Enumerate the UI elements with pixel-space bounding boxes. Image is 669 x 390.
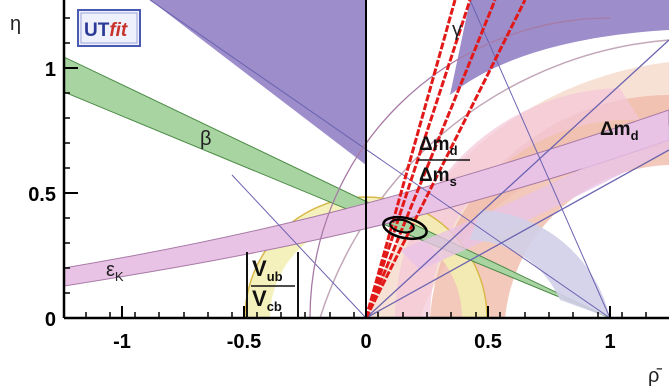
- vcb-sub: cb: [267, 299, 282, 314]
- dmd-symbol: Δm: [600, 119, 631, 140]
- y-tick-label: 0.5: [28, 184, 56, 206]
- logo-ut: UT: [84, 20, 110, 41]
- ratio-den: Δm: [419, 165, 450, 186]
- y-tick-label: 0: [45, 309, 56, 331]
- beta-label: β: [200, 128, 212, 150]
- y-axis-label: η: [10, 13, 21, 35]
- ratio-den-sub: s: [450, 174, 457, 189]
- excluded-region: [150, 0, 366, 165]
- y-tick-label: 1: [45, 59, 56, 81]
- x-minor-ticks: [85, 312, 647, 318]
- gamma-lines: [364, 0, 527, 318]
- svg-text:Vcb: Vcb: [252, 286, 282, 314]
- dmd-label: Δmd: [600, 119, 639, 143]
- logo-fit: fit: [109, 20, 128, 41]
- vcb-v: V: [252, 286, 267, 311]
- beta-band: [64, 56, 611, 318]
- svg-text:UTfit: UTfit: [84, 20, 128, 41]
- svg-text:Δmd: Δmd: [419, 134, 458, 158]
- dmd-band-outer-line: [319, 39, 669, 318]
- y-tick-group: 00.51: [28, 59, 78, 331]
- vub-vcb-label: Vub Vcb: [246, 252, 299, 318]
- svg-text:Δms: Δms: [419, 165, 457, 189]
- epsilon-sub: K: [115, 269, 124, 284]
- epsilon-band-2: [400, 125, 669, 270]
- utfit-logo: UTfit: [77, 9, 141, 47]
- plot-area: [64, 0, 669, 318]
- x-tick-label: 1: [604, 331, 615, 353]
- sin2bx-band: [470, 210, 610, 318]
- ratio-label: Δmd Δms: [418, 134, 470, 189]
- x-tick-label: -0.5: [227, 331, 261, 353]
- svg-text:Vub: Vub: [252, 256, 283, 284]
- epsilon-band: [64, 109, 669, 287]
- dmd-sub: d: [631, 128, 639, 143]
- ratio-num-sub: d: [450, 143, 458, 158]
- excluded-region-right: [450, 0, 669, 95]
- fit-contours: [382, 215, 428, 241]
- epsilon-symbol: ε: [106, 259, 115, 281]
- y-minor-ticks: [64, 17, 70, 294]
- x-tick-label: 0: [360, 331, 371, 353]
- epsilon-label: εK: [106, 259, 124, 284]
- x-tick-label: 0.5: [474, 331, 502, 353]
- vub-v: V: [252, 256, 267, 281]
- vub-sub: ub: [267, 269, 283, 284]
- x-axis-label: ρ̄: [648, 365, 662, 387]
- x-tick-group: -1 -0.5 0 0.5 1: [113, 306, 616, 353]
- gamma-label: γ: [452, 19, 462, 41]
- ratio-num: Δm: [419, 134, 450, 155]
- x-tick-label: -1: [113, 331, 131, 353]
